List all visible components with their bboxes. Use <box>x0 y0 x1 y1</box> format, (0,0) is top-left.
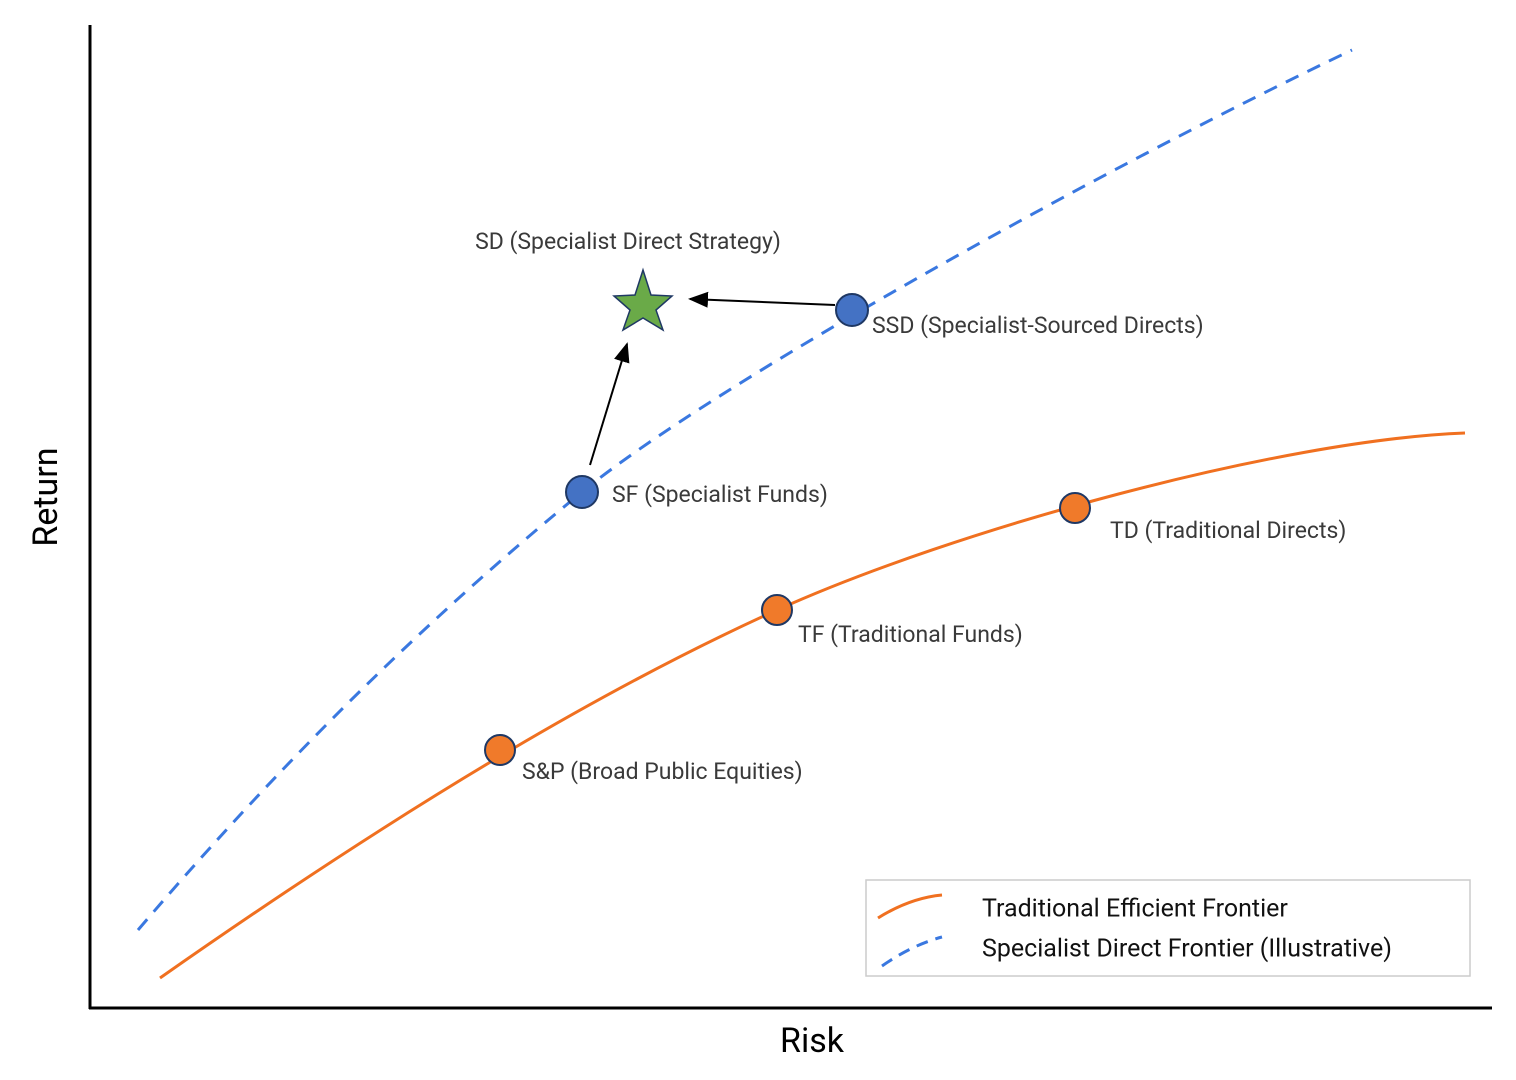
arrow <box>589 342 630 466</box>
point-label: SF (Specialist Funds) <box>612 481 828 508</box>
legend-swatch <box>877 893 943 920</box>
x-axis-label: Risk <box>780 1021 845 1061</box>
legend-label: Specialist Direct Frontier (Illustrative… <box>982 935 1392 964</box>
legend-swatch <box>881 935 943 968</box>
point <box>835 293 869 327</box>
point-label: S&P (Broad Public Equities) <box>522 758 803 785</box>
point <box>761 594 793 626</box>
specialist-frontier <box>136 48 1353 931</box>
point <box>1059 492 1091 524</box>
point-label: TF (Traditional Funds) <box>798 621 1023 648</box>
legend <box>865 879 1471 977</box>
point-label: TD (Traditional Directs) <box>1110 517 1346 544</box>
point-label: SD (Specialist Direct Strategy) <box>475 228 781 255</box>
point <box>484 734 516 766</box>
y-axis-label: Return <box>26 447 66 546</box>
arrow <box>688 291 836 308</box>
legend-label: Traditional Efficient Frontier <box>982 895 1288 924</box>
star <box>612 267 674 332</box>
point-label: SSD (Specialist-Sourced Directs) <box>872 312 1204 339</box>
point <box>565 475 599 509</box>
